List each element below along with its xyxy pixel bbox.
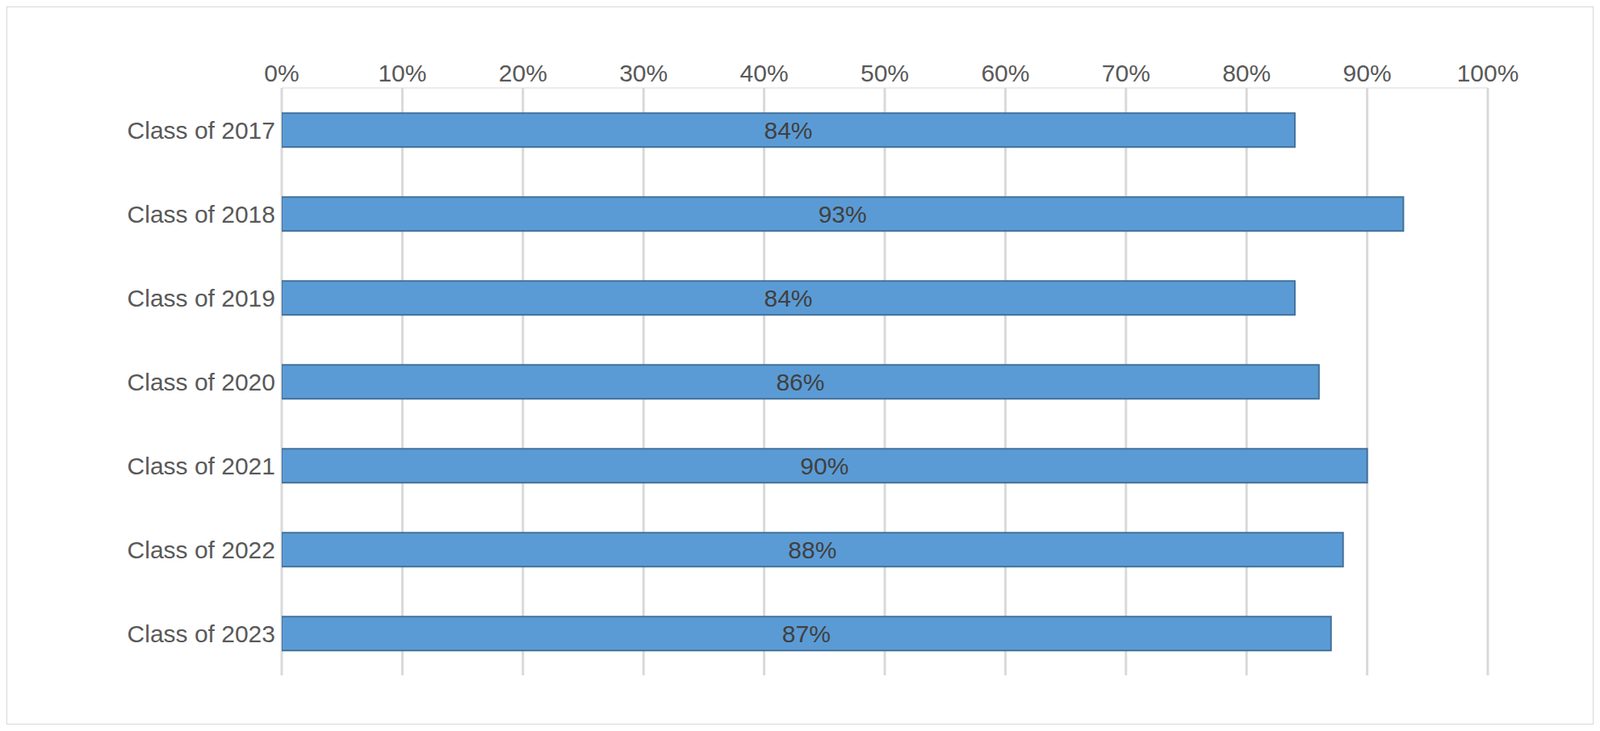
svg-text:Class of 2020: Class of 2020 [127, 368, 276, 396]
svg-text:84%: 84% [763, 284, 813, 312]
svg-text:60%: 60% [980, 59, 1030, 87]
svg-text:Class of 2021: Class of 2021 [127, 452, 276, 480]
svg-text:80%: 80% [1222, 59, 1271, 87]
svg-text:90%: 90% [1343, 59, 1392, 87]
svg-text:Class of 2018: Class of 2018 [127, 201, 276, 228]
svg-text:93%: 93% [818, 201, 868, 228]
svg-text:84%: 84% [763, 117, 813, 144]
svg-text:90%: 90% [800, 452, 849, 480]
svg-text:86%: 86% [775, 368, 825, 396]
svg-text:10%: 10% [377, 59, 427, 87]
svg-text:100%: 100% [1457, 59, 1520, 87]
svg-text:Class of 2023: Class of 2023 [127, 620, 276, 648]
svg-text:20%: 20% [498, 59, 548, 87]
svg-text:40%: 40% [740, 59, 789, 87]
svg-text:50%: 50% [860, 59, 909, 87]
svg-text:87%: 87% [782, 620, 831, 648]
svg-text:70%: 70% [1101, 59, 1151, 87]
svg-text:Class of 2017: Class of 2017 [127, 117, 276, 144]
svg-text:0%: 0% [263, 59, 299, 87]
svg-text:Class of 2022: Class of 2022 [127, 536, 276, 564]
svg-text:Class of 2019: Class of 2019 [127, 284, 276, 312]
svg-text:88%: 88% [787, 536, 837, 564]
svg-text:30%: 30% [619, 59, 668, 87]
